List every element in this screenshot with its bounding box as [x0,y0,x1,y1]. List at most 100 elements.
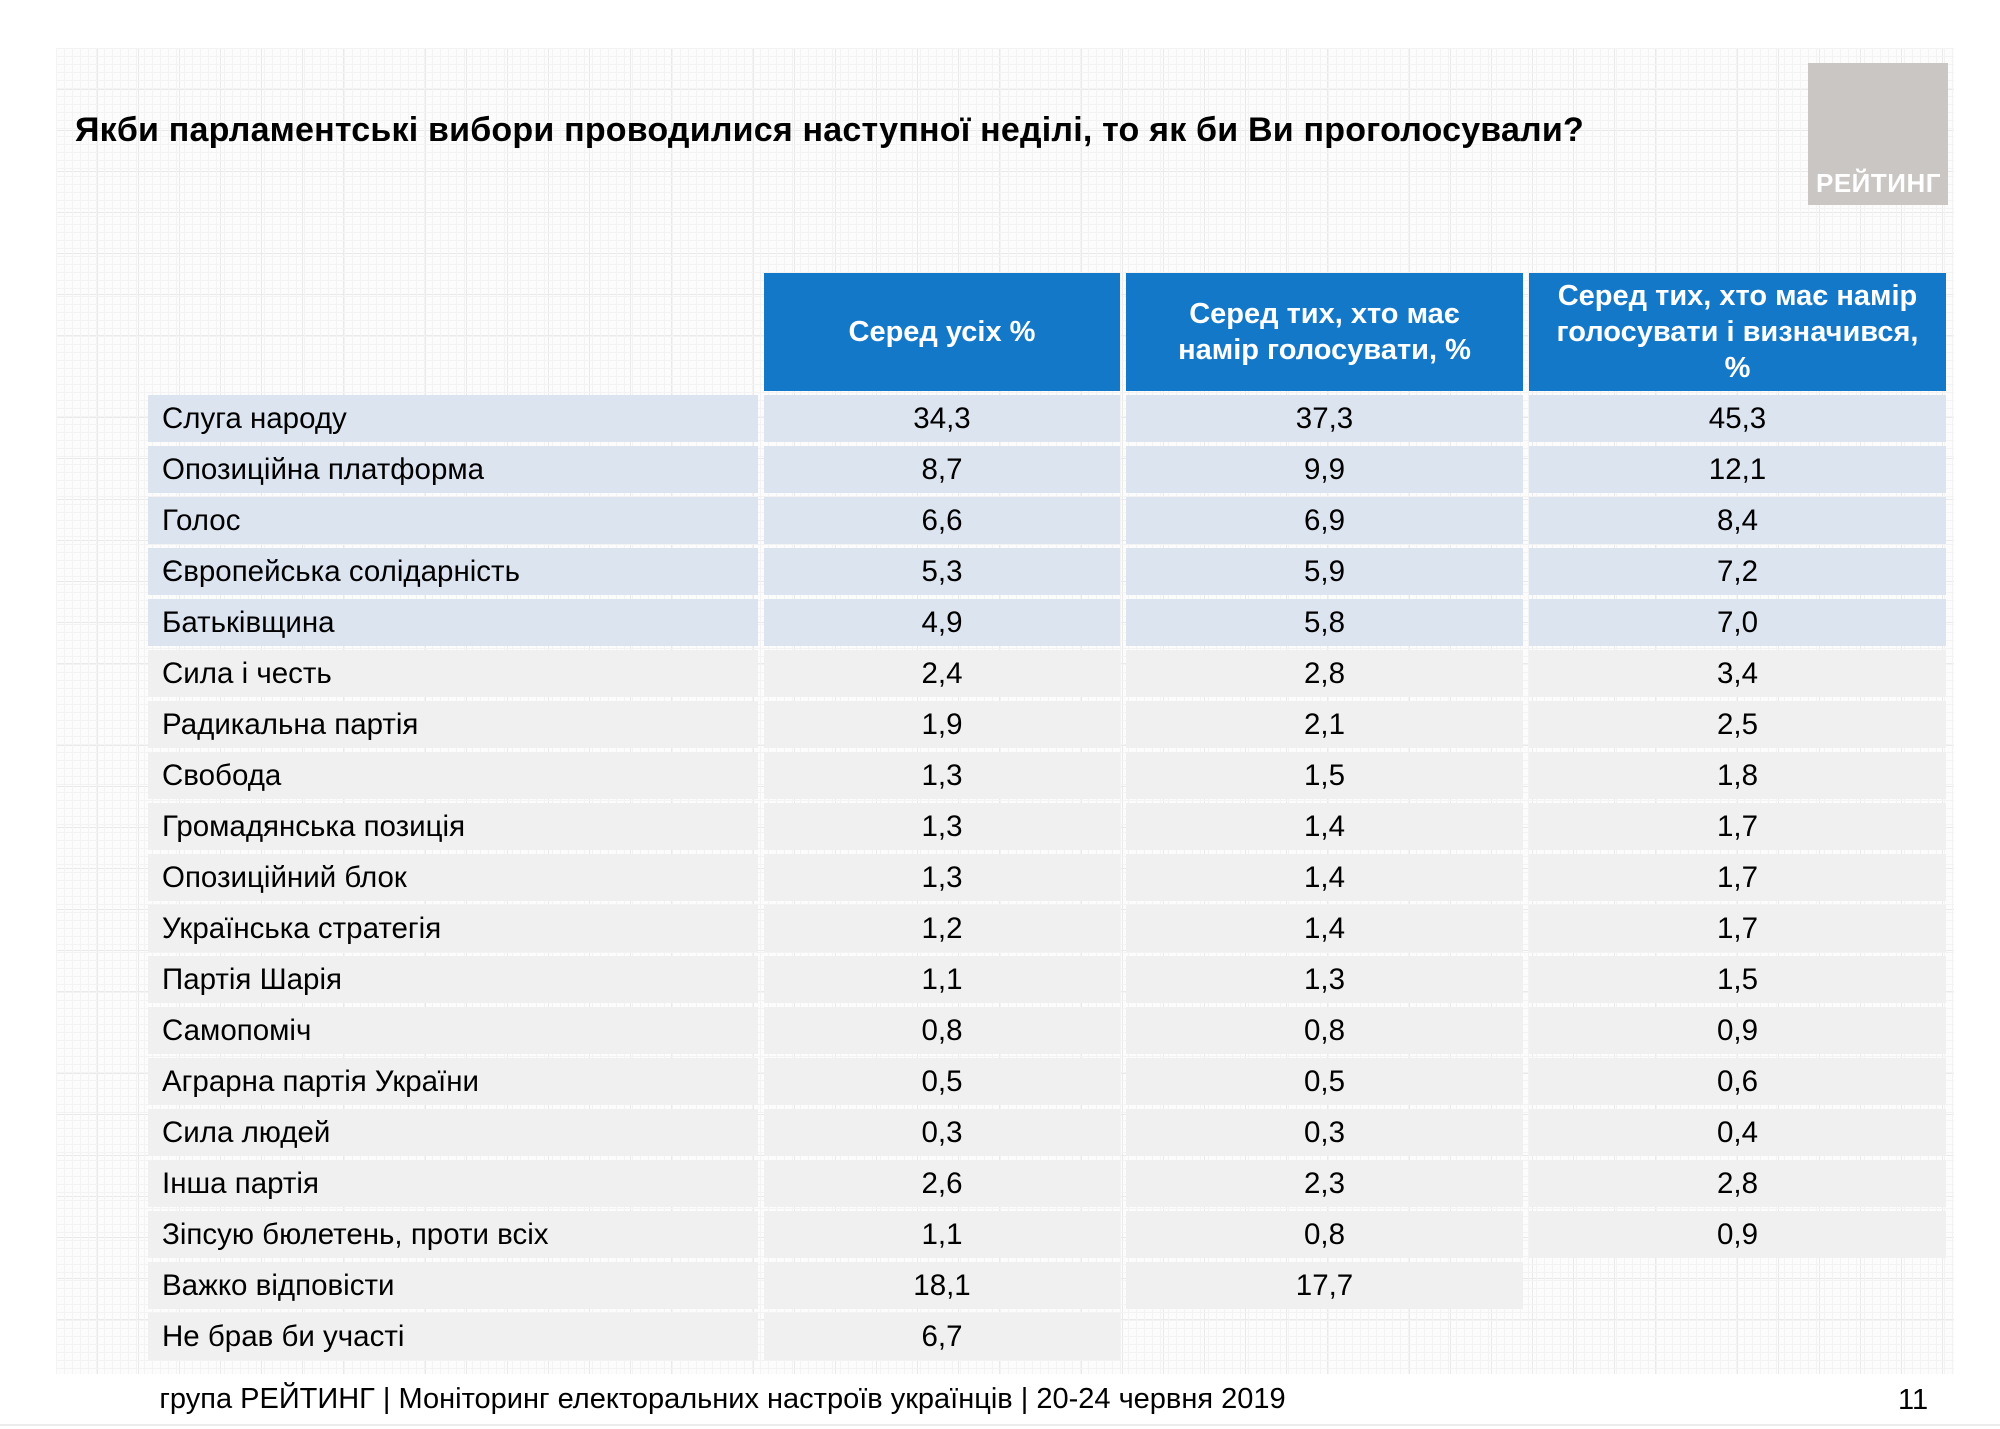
table-corner-cell [148,273,758,391]
table-row: Українська стратегія 1,2 1,4 1,7 [148,905,1946,952]
value-cell: 0,9 [1529,1007,1946,1054]
value-cell: 1,7 [1529,803,1946,850]
value-cell: 1,3 [764,803,1120,850]
page-title: Якби парламентські вибори проводилися на… [75,110,1584,149]
value-cell: 1,7 [1529,854,1946,901]
value-cell: 1,5 [1126,752,1523,799]
value-cell: 9,9 [1126,446,1523,493]
value-cell: 34,3 [764,395,1120,442]
empty-cell [1529,1313,1946,1360]
party-name: Голос [148,497,758,544]
party-name: Важко відповісти [148,1262,758,1309]
value-cell: 2,8 [1529,1160,1946,1207]
value-cell: 1,3 [764,854,1120,901]
table-row: Інша партія 2,6 2,3 2,8 [148,1160,1946,1207]
value-cell: 1,4 [1126,905,1523,952]
table-header-row: Серед усіх % Серед тих, хто має намір го… [148,273,1946,391]
table-row: Аграрна партія України 0,5 0,5 0,6 [148,1058,1946,1105]
value-cell: 17,7 [1126,1262,1523,1309]
value-cell: 0,4 [1529,1109,1946,1156]
value-cell: 1,3 [1126,956,1523,1003]
value-cell: 5,8 [1126,599,1523,646]
value-cell: 0,3 [1126,1109,1523,1156]
table-row: Свобода 1,3 1,5 1,8 [148,752,1946,799]
bottom-edge-line [0,1424,2000,1426]
value-cell: 0,8 [1126,1007,1523,1054]
value-cell: 37,3 [1126,395,1523,442]
party-name: Свобода [148,752,758,799]
table-row: Громадянська позиція 1,3 1,4 1,7 [148,803,1946,850]
rating-logo-text: РЕЙТИНГ [1816,168,1941,198]
table-body: Слуга народу 34,3 37,3 45,3 Опозиційна платф… [148,395,1946,1360]
empty-cell [1126,1313,1523,1360]
value-cell: 3,4 [1529,650,1946,697]
value-cell: 1,5 [1529,956,1946,1003]
page-number: 11 [1898,1384,1929,1416]
value-cell: 2,8 [1126,650,1523,697]
party-name: Слуга народу [148,395,758,442]
table-row: Не брав би участі 6,7 [148,1313,1946,1360]
value-cell: 6,7 [764,1313,1120,1360]
value-cell: 1,8 [1529,752,1946,799]
table-row: Сила і честь 2,4 2,8 3,4 [148,650,1946,697]
value-cell: 0,5 [764,1058,1120,1105]
table-row: Сила людей 0,3 0,3 0,4 [148,1109,1946,1156]
value-cell: 0,9 [1529,1211,1946,1258]
value-cell: 0,3 [764,1109,1120,1156]
value-cell: 1,2 [764,905,1120,952]
table-row: Батьківщина 4,9 5,8 7,0 [148,599,1946,646]
value-cell: 45,3 [1529,395,1946,442]
table-row: Партія Шарія 1,1 1,3 1,5 [148,956,1946,1003]
value-cell: 1,1 [764,956,1120,1003]
table-row: Слуга народу 34,3 37,3 45,3 [148,395,1946,442]
party-name: Партія Шарія [148,956,758,1003]
table-row: Опозиційний блок 1,3 1,4 1,7 [148,854,1946,901]
results-table: Серед усіх % Серед тих, хто має намір го… [148,273,1946,1364]
value-cell: 0,8 [764,1007,1120,1054]
value-cell: 1,3 [764,752,1120,799]
column-header-intend-and-decided: Серед тих, хто має намір голосувати і ви… [1529,273,1946,391]
value-cell: 2,6 [764,1160,1120,1207]
party-name: Інша партія [148,1160,758,1207]
value-cell: 7,0 [1529,599,1946,646]
value-cell: 2,5 [1529,701,1946,748]
value-cell: 5,3 [764,548,1120,595]
value-cell: 5,9 [1126,548,1523,595]
party-name: Не брав би участі [148,1313,758,1360]
party-name: Батьківщина [148,599,758,646]
value-cell: 1,1 [764,1211,1120,1258]
value-cell: 12,1 [1529,446,1946,493]
value-cell: 1,9 [764,701,1120,748]
value-cell: 2,3 [1126,1160,1523,1207]
value-cell: 6,6 [764,497,1120,544]
table-row: Зіпсую бюлетень, проти всіх 1,1 0,8 0,9 [148,1211,1946,1258]
party-name: Сила і честь [148,650,758,697]
table-row: Самопоміч 0,8 0,8 0,9 [148,1007,1946,1054]
table-row: Голос 6,6 6,9 8,4 [148,497,1946,544]
party-name: Опозиційна платформа [148,446,758,493]
value-cell: 8,7 [764,446,1120,493]
value-cell: 8,4 [1529,497,1946,544]
value-cell: 2,4 [764,650,1120,697]
party-name: Українська стратегія [148,905,758,952]
footer-caption: група РЕЙТИНГ | Моніторинг електоральних… [159,1383,1286,1415]
party-name: Зіпсую бюлетень, проти всіх [148,1211,758,1258]
value-cell: 0,8 [1126,1211,1523,1258]
column-header-among-all: Серед усіх % [764,273,1120,391]
rating-logo: РЕЙТИНГ [1808,63,1948,205]
value-cell: 1,4 [1126,803,1523,850]
party-name: Європейська солідарність [148,548,758,595]
table-row: Радикальна партія 1,9 2,1 2,5 [148,701,1946,748]
value-cell: 18,1 [764,1262,1120,1309]
value-cell: 1,4 [1126,854,1523,901]
empty-cell [1529,1262,1946,1309]
table-row: Європейська солідарність 5,3 5,9 7,2 [148,548,1946,595]
party-name: Аграрна партія України [148,1058,758,1105]
column-header-intend-to-vote: Серед тих, хто має намір голосувати, % [1126,273,1523,391]
party-name: Самопоміч [148,1007,758,1054]
value-cell: 2,1 [1126,701,1523,748]
value-cell: 4,9 [764,599,1120,646]
value-cell: 6,9 [1126,497,1523,544]
value-cell: 0,5 [1126,1058,1523,1105]
